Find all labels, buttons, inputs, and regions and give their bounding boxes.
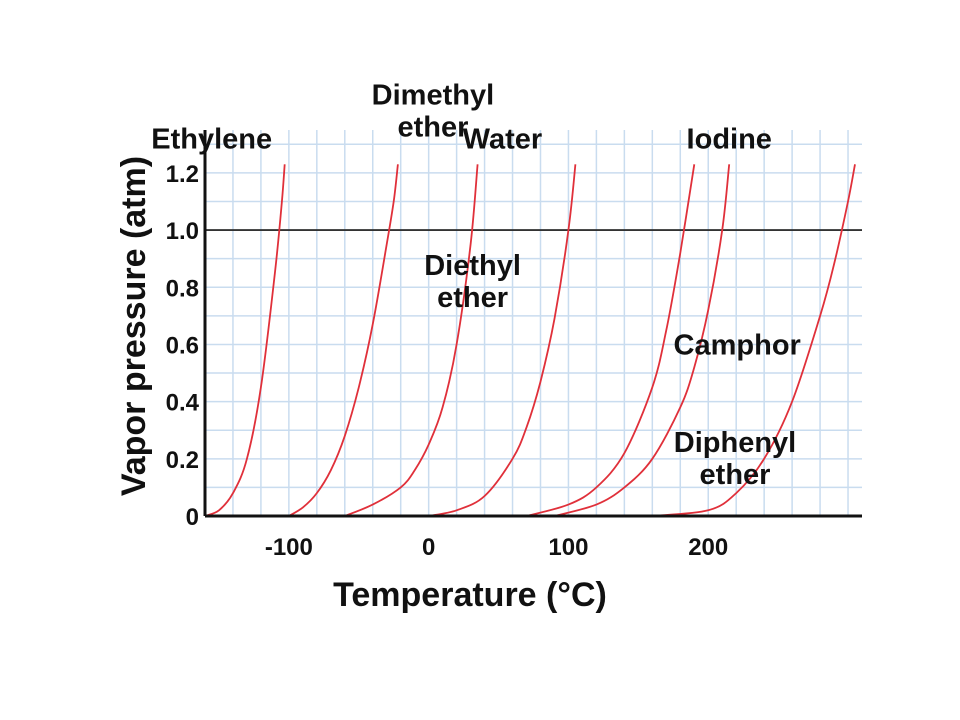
y-tick-label: 0.4 [166,390,200,417]
x-tick-label: -100 [265,534,313,561]
series-label-dimethyl-ether: Dimethyl ether [372,79,494,143]
series-label-water: Water [463,123,543,155]
series-label-diphenyl-ether: Diphenyl ether [674,427,796,491]
series-label-line: Ethylene [151,123,272,155]
series-label-line: ether [397,111,468,143]
grid [205,130,862,516]
series-label-diethyl-ether: Diethyl ether [424,250,521,314]
x-tick-label: 0 [422,534,435,561]
plot-background [205,130,862,516]
series-label-line: Water [463,123,543,155]
series-line-ethylene [204,164,286,517]
axes [203,130,862,518]
series-label-ethylene: Ethylene [151,123,272,155]
series-line-water [428,164,577,517]
series-line-dimethyl-ether [288,164,399,517]
series-line-diphenyl-ether [652,164,856,517]
y-tick-label: 0.2 [166,447,199,474]
y-tick-label: 0 [186,504,199,531]
series-label-line: Diethyl [424,250,521,282]
series-line-camphor [554,164,731,517]
series-line-iodine [526,164,696,517]
series-label-line: Diphenyl [674,427,796,459]
y-tick-labels: 0 0.2 0.4 0.6 0.8 1.0 1.2 [166,161,200,531]
series-label-line: Iodine [687,123,772,155]
series-label-line: ether [700,459,771,491]
y-tick-label: 1.0 [166,218,199,245]
x-axis-title: Temperature (°C) [333,576,607,614]
series-curves [204,164,856,517]
x-tick-labels: -100 0 100 200 [265,534,728,561]
series-label-line: Dimethyl [372,79,494,111]
y-axis-title: Vapor pressure (atm) [115,156,153,496]
series-label-iodine: Iodine [687,123,772,155]
series-label-camphor: Camphor [674,329,801,361]
y-tick-label: 1.2 [166,161,199,188]
x-tick-label: 200 [688,534,728,561]
series-line-diethyl-ether [344,164,479,517]
series-label-line: ether [437,282,508,314]
y-tick-label: 0.6 [166,332,199,359]
series-label-line: Camphor [674,329,801,361]
y-tick-label: 0.8 [166,275,199,302]
x-tick-label: 100 [548,534,588,561]
